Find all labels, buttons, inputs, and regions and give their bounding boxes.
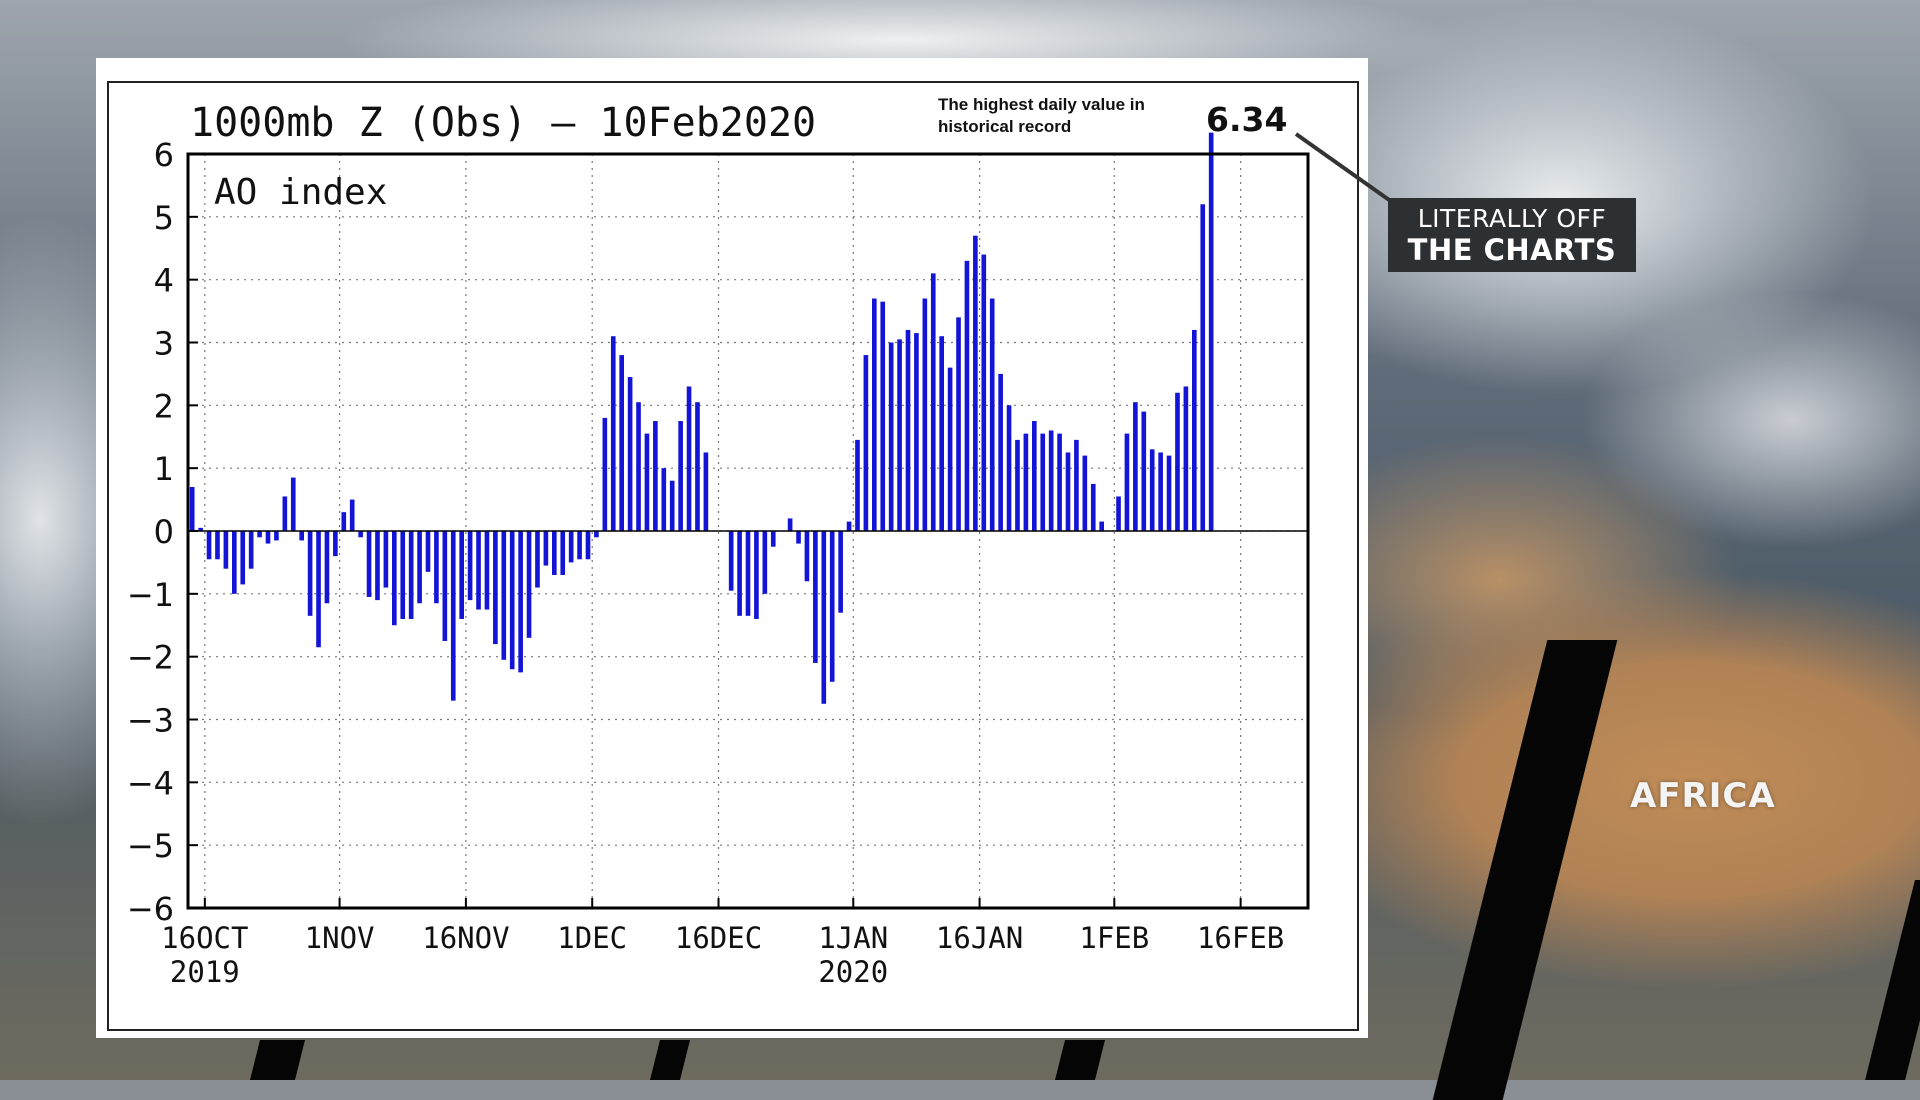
- map-label-africa: AFRICA: [1630, 776, 1776, 816]
- callout-box: LITERALLY OFF THE CHARTS: [1388, 198, 1636, 272]
- callout-line2: THE CHARTS: [1388, 234, 1636, 266]
- callout-line: [1296, 134, 1392, 202]
- callout-line1: LITERALLY OFF: [1388, 204, 1636, 234]
